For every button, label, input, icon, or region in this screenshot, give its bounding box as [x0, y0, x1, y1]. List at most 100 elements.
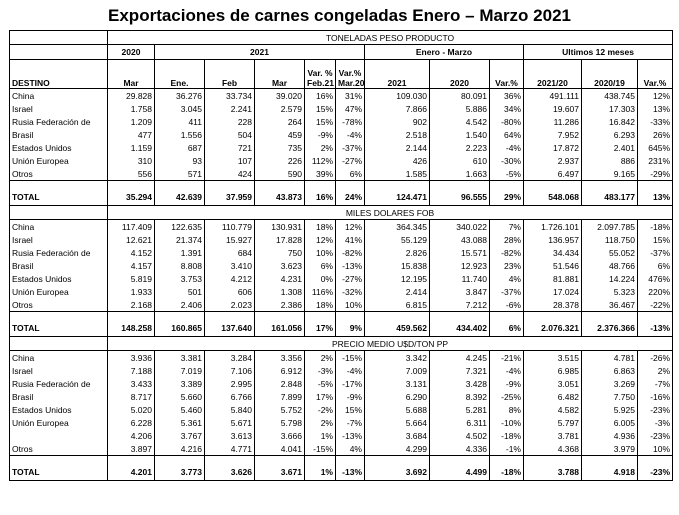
- value-cell: 2.386: [254, 298, 305, 312]
- value-cell: 8.808: [154, 259, 205, 272]
- value-cell: 116%: [304, 285, 336, 298]
- value-cell: 220%: [636, 285, 674, 298]
- value-cell: 476%: [636, 272, 674, 285]
- value-cell: 2%: [636, 364, 674, 377]
- value-cell: 3.684: [364, 429, 430, 442]
- value-cell: 16.842: [581, 115, 638, 128]
- value-cell: 29.828: [107, 88, 155, 102]
- value-cell: 340.022: [429, 219, 490, 233]
- value-cell: 3.753: [154, 272, 205, 285]
- data-row: 4.206 3.767 3.613 3.666 1% -13% 3.684 4.502 -18%…: [9, 429, 674, 442]
- value-cell: 130.931: [254, 219, 305, 233]
- value-cell: 34%: [489, 102, 524, 115]
- value-cell: 2.223: [429, 141, 490, 154]
- value-cell: -18%: [489, 455, 524, 481]
- value-cell: -5%: [489, 167, 524, 181]
- value-cell: 2.023: [204, 298, 255, 312]
- value-cell: 459.562: [364, 311, 430, 337]
- value-cell: 4.231: [254, 272, 305, 285]
- value-cell: 17.303: [581, 102, 638, 115]
- value-cell: 112%: [304, 154, 336, 167]
- value-cell: 107: [204, 154, 255, 167]
- data-row: China 29.828 36.276 33.734 39.020 16% 31% 109.0…: [9, 88, 674, 102]
- value-cell: 5.819: [107, 272, 155, 285]
- data-row: Rusia Federación de 4.152 1.391 684 750 10% -8…: [9, 246, 674, 259]
- value-cell: 4.336: [429, 442, 490, 456]
- value-cell: 26%: [636, 128, 674, 141]
- data-row: Israel 12.621 21.374 15.927 17.828 12% 41% 55.1…: [9, 233, 674, 246]
- value-cell: 2%: [304, 416, 336, 429]
- column-header: Var.% Mar.20: [335, 59, 365, 89]
- value-cell: -16%: [636, 390, 674, 403]
- value-cell: 3.131: [364, 377, 430, 390]
- export-table: TONELADAS PESO PRODUCTO 2020 2021 Enero - M…: [9, 30, 674, 481]
- value-cell: 735: [254, 141, 305, 154]
- value-cell: 11.286: [523, 115, 582, 128]
- value-cell: 15.927: [204, 233, 255, 246]
- column-header: 2020/19: [581, 59, 638, 89]
- value-cell: 6.311: [429, 416, 490, 429]
- value-cell: -9%: [489, 377, 524, 390]
- data-row: Israel 7.188 7.019 7.106 6.912 -3% -4% 7.009 7.3…: [9, 364, 674, 377]
- value-cell: -13%: [636, 311, 674, 337]
- value-cell: 17.024: [523, 285, 582, 298]
- value-cell: 1.663: [429, 167, 490, 181]
- value-cell: 5.323: [581, 285, 638, 298]
- value-cell: 687: [154, 141, 205, 154]
- data-row: Otros 3.897 4.216 4.771 4.041 -15% 4% 4.299 4.33…: [9, 442, 674, 456]
- data-row: Rusia Federación de 3.433 3.389 2.995 2.848-…: [9, 377, 674, 390]
- value-cell: 9%: [335, 311, 365, 337]
- value-cell: 3.381: [154, 350, 205, 364]
- value-cell: 28.378: [523, 298, 582, 312]
- destination-cell: TOTAL: [9, 455, 108, 481]
- value-cell: 4%: [489, 272, 524, 285]
- destination-cell: Estados Unidos: [9, 403, 108, 416]
- column-header: Var.%: [489, 59, 524, 89]
- value-cell: 4.936: [581, 429, 638, 442]
- value-cell: 4.152: [107, 246, 155, 259]
- value-cell: 3.666: [254, 429, 305, 442]
- value-cell: -17%: [335, 377, 365, 390]
- value-cell: 3.613: [204, 429, 255, 442]
- value-cell: 18%: [304, 298, 336, 312]
- value-cell: 7.952: [523, 128, 582, 141]
- column-header: 2021/20: [523, 59, 582, 89]
- destination-cell: Otros: [9, 167, 108, 181]
- value-cell: 12.923: [429, 259, 490, 272]
- value-cell: 18%: [304, 219, 336, 233]
- value-cell: 2.144: [364, 141, 430, 154]
- value-cell: -32%: [335, 285, 365, 298]
- value-cell: 10%: [636, 442, 674, 456]
- value-cell: 4.212: [204, 272, 255, 285]
- value-cell: 17%: [304, 311, 336, 337]
- value-cell: -6%: [489, 298, 524, 312]
- value-cell: -3%: [636, 416, 674, 429]
- value-cell: 5.281: [429, 403, 490, 416]
- value-cell: 5.460: [154, 403, 205, 416]
- value-cell: 3.269: [581, 377, 638, 390]
- value-cell: 571: [154, 167, 205, 181]
- value-cell: 1.933: [107, 285, 155, 298]
- destination-cell: Unión Europea: [9, 285, 108, 298]
- value-cell: 81.881: [523, 272, 582, 285]
- section-heading-row: MILES DOLARES FOB: [9, 205, 674, 220]
- value-cell: 14.224: [581, 272, 638, 285]
- group-header: 2021: [154, 44, 365, 60]
- value-cell: -21%: [489, 350, 524, 364]
- value-cell: 5.886: [429, 102, 490, 115]
- value-cell: 4.041: [254, 442, 305, 456]
- value-cell: 1%: [304, 455, 336, 481]
- value-cell: 5.925: [581, 403, 638, 416]
- value-cell: 1.391: [154, 246, 205, 259]
- value-cell: 426: [364, 154, 430, 167]
- value-cell: 3.284: [204, 350, 255, 364]
- destination-cell: Brasil: [9, 259, 108, 272]
- destination-cell: [9, 429, 108, 442]
- destination-cell: Brasil: [9, 128, 108, 141]
- value-cell: 148.258: [107, 311, 155, 337]
- value-cell: 6.863: [581, 364, 638, 377]
- empty-cell: [9, 44, 108, 60]
- value-cell: 28%: [489, 233, 524, 246]
- value-cell: 5.361: [154, 416, 205, 429]
